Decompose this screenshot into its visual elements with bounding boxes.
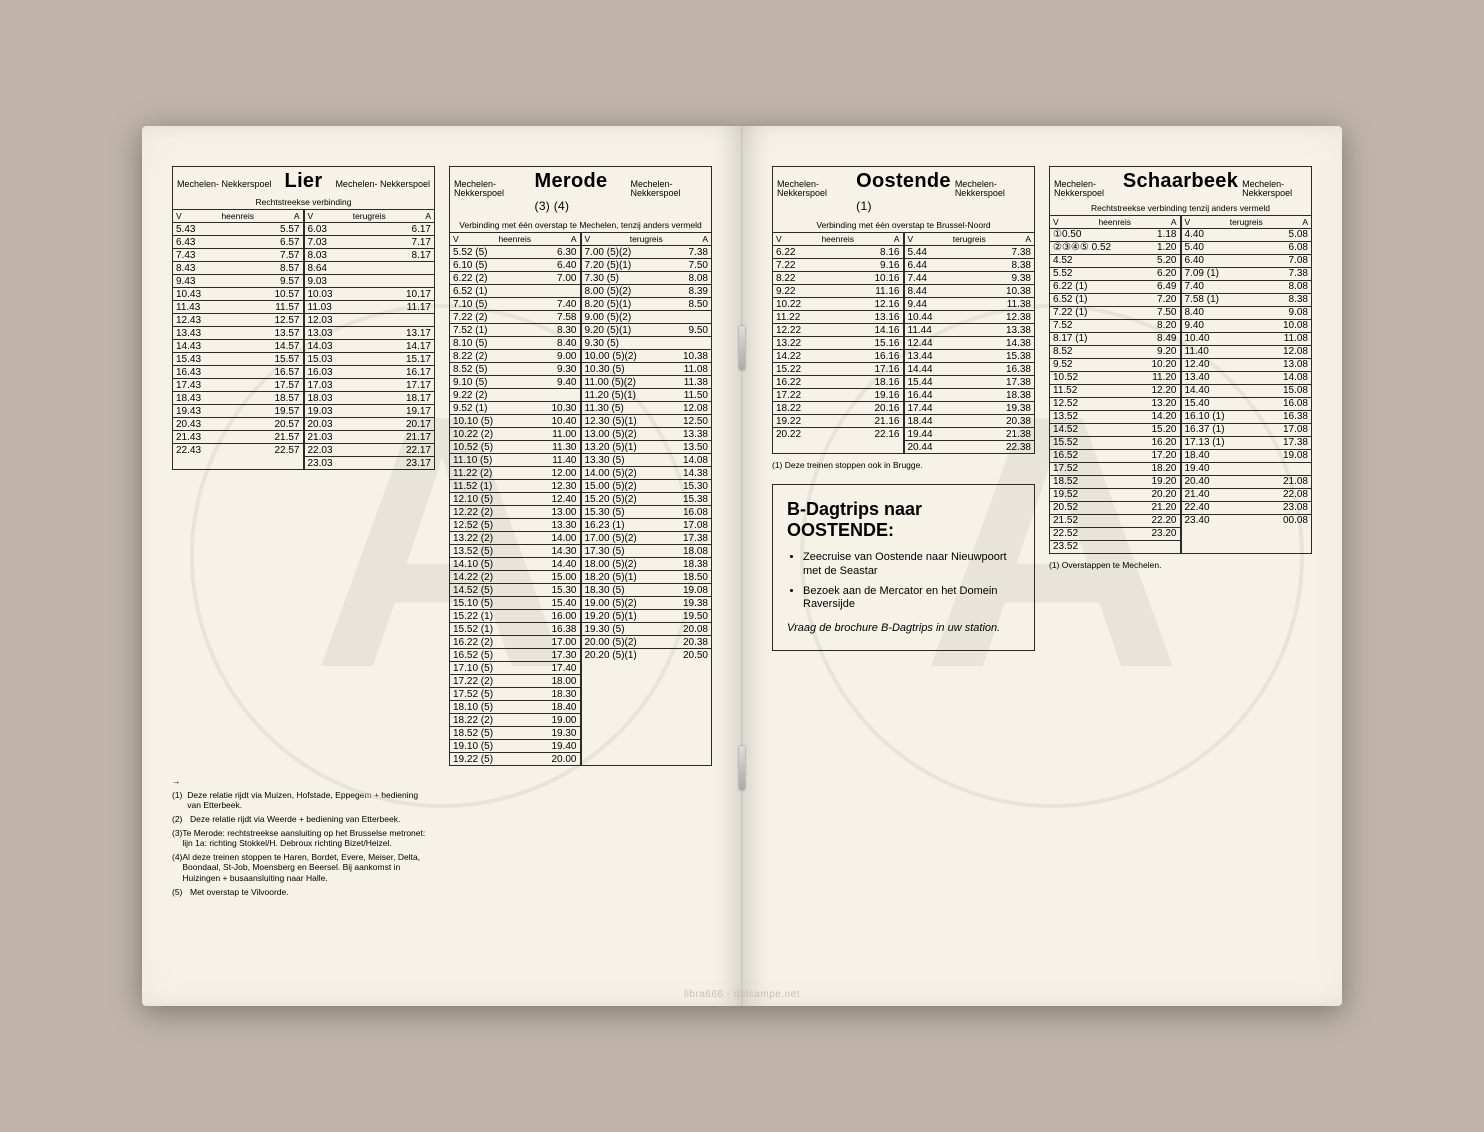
terugreis-column: 5.447.386.448.387.449.388.4410.389.4411.… [905, 246, 1035, 453]
promo-bullet: Zeecruise van Oostende naar Nieuwpoort m… [803, 551, 1020, 579]
terugreis-column: 7.00 (5)(2)7.387.20 (5)(1)7.507.30 (5)8.… [582, 246, 712, 765]
booklet-spine [741, 126, 743, 1006]
footnote: (4)Al deze treinen stoppen te Haren, Bor… [172, 852, 432, 884]
promo-title: B-Dagtrips naar OOSTENDE: [787, 499, 1020, 541]
heenreis-column: 5.52 (5)6.306.10 (5)6.406.22 (2)7.006.52… [450, 246, 580, 765]
station-label: Mechelen- Nekkerspoel [777, 180, 852, 199]
page-right: A Mechelen- Nekkerspoel Oostende (1) Mec… [742, 126, 1342, 1006]
destination-title: Merode (3) (4) [535, 170, 627, 216]
destination-title: Schaarbeek [1123, 170, 1238, 193]
terugreis-column: 6.036.177.037.178.038.178.649.0310.0310.… [305, 223, 435, 469]
promo-box: B-Dagtrips naar OOSTENDE: Zeecruise van … [772, 484, 1035, 651]
footnote: (3)Te Merode: rechtstreekse aansluiting … [172, 828, 432, 849]
station-label: Mechelen- Nekkerspoel [630, 180, 707, 199]
schaarbeek-footnote: (1) Overstappen te Mechelen. [1049, 560, 1312, 570]
table-subhead: Rechtstreekse verbinding tenzij anders v… [1049, 201, 1312, 216]
table-subhead: Verbinding met één overstap te Mechelen,… [449, 218, 712, 233]
station-label: Mechelen- Nekkerspoel [177, 180, 272, 189]
heenreis-column: 6.228.167.229.168.2210.169.2211.1610.221… [773, 246, 903, 453]
timetable-schaarbeek: Mechelen- Nekkerspoel Schaarbeek Mechele… [1049, 166, 1312, 554]
promo-bullet: Bezoek aan de Mercator en het Domein Rav… [803, 585, 1020, 613]
timetable-oostende: Mechelen- Nekkerspoel Oostende (1) Meche… [772, 166, 1035, 454]
staple-icon [739, 746, 745, 790]
staple-icon [739, 326, 745, 370]
booklet: A Mechelen- Nekkerspoel Lier Mechelen- N… [142, 126, 1342, 1006]
terugreis-column: 4.405.085.406.086.407.087.09 (1)7.387.40… [1182, 229, 1312, 553]
station-label: Mechelen- Nekkerspoel [1242, 180, 1307, 199]
page-left: A Mechelen- Nekkerspoel Lier Mechelen- N… [142, 126, 742, 1006]
table-subhead: Rechtstreekse verbinding [172, 195, 435, 210]
oostende-footnote: (1) Deze treinen stoppen ook in Brugge. [772, 460, 1035, 470]
station-label: Mechelen- Nekkerspoel [454, 180, 531, 199]
footnote: (2)Deze relatie rijdt via Weerde + bedie… [172, 814, 432, 825]
watermark-copyright: libra666 - delcampe.net [684, 989, 800, 1000]
promo-ask: Vraag de brochure B-Dagtrips in uw stati… [787, 622, 1020, 634]
footnotes-left: → (1)Deze relatie rijdt via Muizen, Hofst… [172, 776, 432, 897]
timetable-merode: Mechelen- Nekkerspoel Merode (3) (4) Mec… [449, 166, 712, 766]
station-label: Mechelen- Nekkerspoel [1054, 180, 1119, 199]
destination-title: Oostende (1) [856, 170, 951, 216]
station-label: Mechelen- Nekkerspoel [955, 180, 1030, 199]
timetable-lier: Mechelen- Nekkerspoel Lier Mechelen- Nek… [172, 166, 435, 766]
station-label: Mechelen- Nekkerspoel [335, 180, 430, 189]
footnote: → [172, 776, 432, 787]
footnote: (1)Deze relatie rijdt via Muizen, Hofsta… [172, 790, 432, 811]
heenreis-column: 5.435.576.436.577.437.578.438.579.439.57… [173, 223, 303, 469]
heenreis-column: ①0.501.18②③④⑤ 0.521.204.525.205.526.206.… [1050, 229, 1180, 553]
destination-title: Lier [285, 170, 323, 193]
table-subhead: Verbinding met één overstap te Brussel-N… [772, 218, 1035, 233]
footnote: (5)Met overstap te Vilvoorde. [172, 887, 432, 898]
